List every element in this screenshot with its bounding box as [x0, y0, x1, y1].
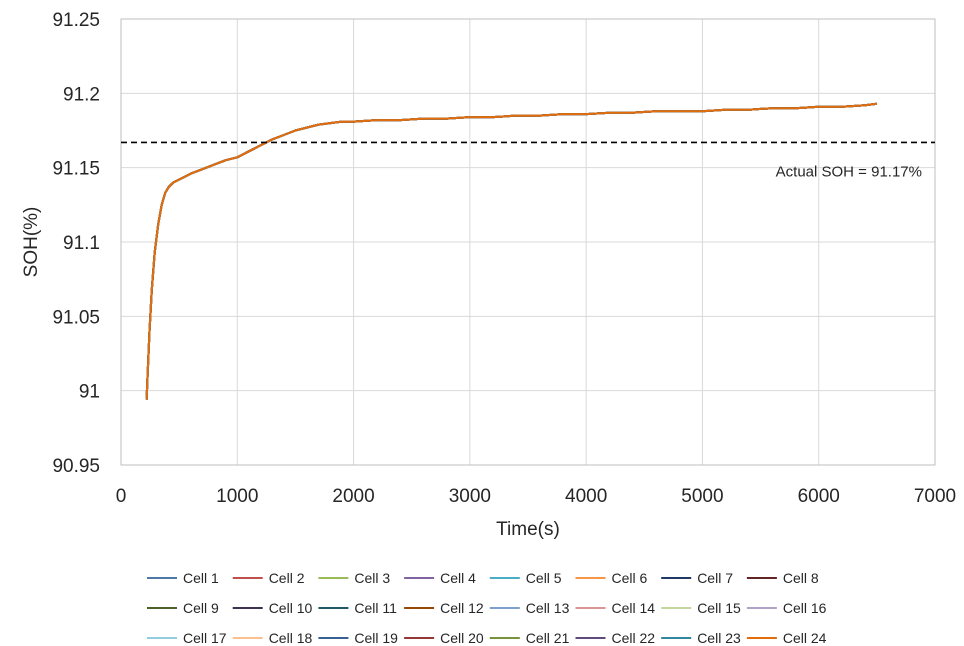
legend-label: Cell 16: [783, 600, 827, 616]
legend-item-cell-4: Cell 4: [404, 570, 476, 586]
legend-item-cell-18: Cell 18: [232, 630, 313, 646]
legend-label: Cell 22: [612, 630, 656, 646]
legend-label: Cell 2: [269, 570, 305, 586]
y-axis-title: SOH(%): [21, 207, 42, 278]
legend-label: Cell 13: [526, 600, 570, 616]
legend-label: Cell 3: [354, 570, 390, 586]
legend-label: Cell 21: [526, 630, 570, 646]
x-tick-label: 1000: [216, 486, 258, 507]
legend-item-cell-6: Cell 6: [575, 570, 648, 586]
x-tick-label: 7000: [914, 486, 956, 507]
legend-label: Cell 15: [697, 600, 741, 616]
legend-item-cell-21: Cell 21: [489, 630, 570, 646]
plot-area: [120, 18, 936, 466]
legend-item-cell-15: Cell 15: [661, 600, 741, 616]
legend-label: Cell 7: [697, 570, 733, 586]
legend-item-cell-10: Cell 10: [232, 600, 313, 616]
x-tick-label: 6000: [798, 486, 840, 507]
legend-label: Cell 4: [440, 570, 476, 586]
series-lines: [145, 102, 878, 400]
y-tick-label: 91.05: [52, 307, 100, 328]
x-axis-tick-labels: 0 1000 2000 3000 4000 5000 6000 7000: [116, 486, 956, 507]
x-axis-title: Time(s): [496, 519, 560, 540]
legend-item-cell-5: Cell 5: [489, 570, 562, 586]
legend-label: Cell 19: [354, 630, 398, 646]
legend-item-cell-16: Cell 16: [746, 600, 827, 616]
legend-label: Cell 10: [269, 600, 313, 616]
legend-item-cell-7: Cell 7: [661, 570, 733, 586]
legend-item-cell-20: Cell 20: [404, 630, 484, 646]
x-tick-label: 0: [116, 486, 127, 507]
legend-label: Cell 14: [612, 600, 656, 616]
y-tick-label: 91: [79, 382, 100, 403]
legend-item-cell-3: Cell 3: [318, 570, 390, 586]
x-tick-label: 4000: [565, 486, 607, 507]
legend-item-cell-17: Cell 17: [147, 630, 227, 646]
legend-label: Cell 11: [354, 600, 397, 616]
legend-label: Cell 8: [783, 570, 819, 586]
legend-item-cell-14: Cell 14: [575, 600, 656, 616]
actual-soh-annotation: Actual SOH = 91.17%: [776, 163, 922, 180]
legend-label: Cell 6: [612, 570, 648, 586]
legend-label: Cell 9: [183, 600, 219, 616]
legend-item-cell-9: Cell 9: [147, 600, 219, 616]
legend-label: Cell 23: [697, 630, 741, 646]
legend-item-cell-13: Cell 13: [489, 600, 570, 616]
legend-item-cell-11: Cell 11: [318, 600, 397, 616]
legend-label: Cell 1: [183, 570, 219, 586]
y-tick-label: 91.1: [63, 233, 100, 254]
y-tick-label: 91.2: [63, 84, 100, 105]
legend-label: Cell 12: [440, 600, 484, 616]
legend-item-cell-1: Cell 1: [147, 570, 219, 586]
legend-item-cell-19: Cell 19: [318, 630, 398, 646]
legend-item-cell-12: Cell 12: [404, 600, 484, 616]
legend-item-cell-2: Cell 2: [232, 570, 305, 586]
y-tick-label: 91.25: [52, 10, 100, 31]
gridlines: [120, 18, 936, 466]
x-tick-label: 5000: [681, 486, 723, 507]
legend-item-cell-22: Cell 22: [575, 630, 656, 646]
y-tick-label: 90.95: [52, 456, 100, 477]
legend-label: Cell 24: [783, 630, 827, 646]
x-tick-label: 2000: [332, 486, 374, 507]
legend-label: Cell 20: [440, 630, 484, 646]
legend: Cell 1 Cell 2 Cell 3 Cell 4 Cell 5 Cell 6 Cell…: [147, 570, 827, 646]
legend-item-cell-23: Cell 23: [661, 630, 741, 646]
legend-label: Cell 17: [183, 630, 227, 646]
legend-label: Cell 18: [269, 630, 313, 646]
y-tick-label: 91.15: [52, 159, 100, 180]
legend-item-cell-8: Cell 8: [746, 570, 819, 586]
legend-label: Cell 5: [526, 570, 562, 586]
legend-item-cell-24: Cell 24: [746, 630, 827, 646]
series-line-cell-24: [145, 102, 878, 400]
y-axis-tick-labels: 90.95 91 91.05 91.1 91.15 91.2 91.25: [52, 10, 100, 477]
x-tick-label: 3000: [449, 486, 491, 507]
